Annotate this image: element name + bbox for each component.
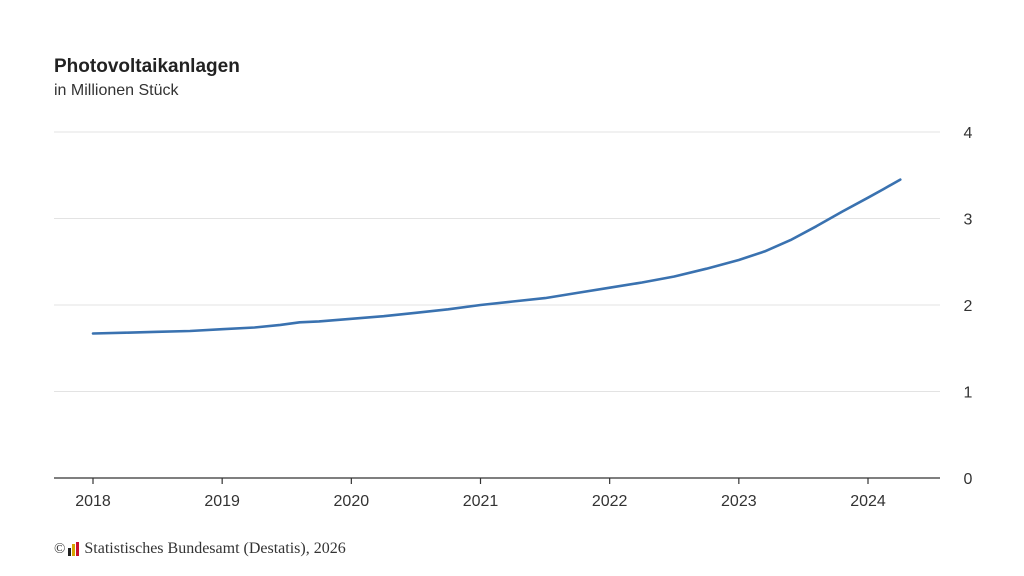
y-tick-label: 1 bbox=[964, 385, 973, 402]
series-layer bbox=[91, 178, 902, 335]
x-tick-label: 2021 bbox=[463, 493, 499, 510]
y-axis-tick-labels: 0 1 2 3 4 bbox=[964, 125, 973, 488]
source-text: Statistisches Bundesamt (Destatis), 2026 bbox=[84, 540, 346, 557]
y-tick-label: 2 bbox=[964, 298, 973, 315]
x-axis-tick-labels: 2018 2019 2020 2021 2022 2023 2024 bbox=[75, 493, 886, 510]
y-tick-label: 0 bbox=[964, 471, 973, 488]
logo-bar bbox=[72, 544, 76, 556]
source-footer: © Statistisches Bundesamt (Destatis), 20… bbox=[54, 540, 346, 558]
x-tick-label: 2024 bbox=[850, 493, 886, 510]
series-line bbox=[91, 178, 902, 335]
x-tick-label: 2018 bbox=[75, 493, 111, 510]
x-axis bbox=[54, 477, 940, 484]
x-tick-label: 2022 bbox=[592, 493, 628, 510]
x-tick-label: 2019 bbox=[204, 493, 240, 510]
copyright-icon: © bbox=[54, 540, 66, 557]
logo-bar bbox=[68, 548, 72, 556]
y-tick-label: 3 bbox=[964, 212, 973, 229]
destatis-logo-icon bbox=[68, 542, 80, 556]
grid-lines bbox=[54, 131, 940, 392]
x-tick-label: 2020 bbox=[334, 493, 370, 510]
chart-title: Photovoltaikanlagen bbox=[54, 56, 240, 77]
chart-subtitle: in Millionen Stück bbox=[54, 82, 179, 99]
x-tick-label: 2023 bbox=[721, 493, 757, 510]
y-tick-label: 4 bbox=[964, 125, 973, 142]
logo-bar bbox=[76, 542, 80, 556]
